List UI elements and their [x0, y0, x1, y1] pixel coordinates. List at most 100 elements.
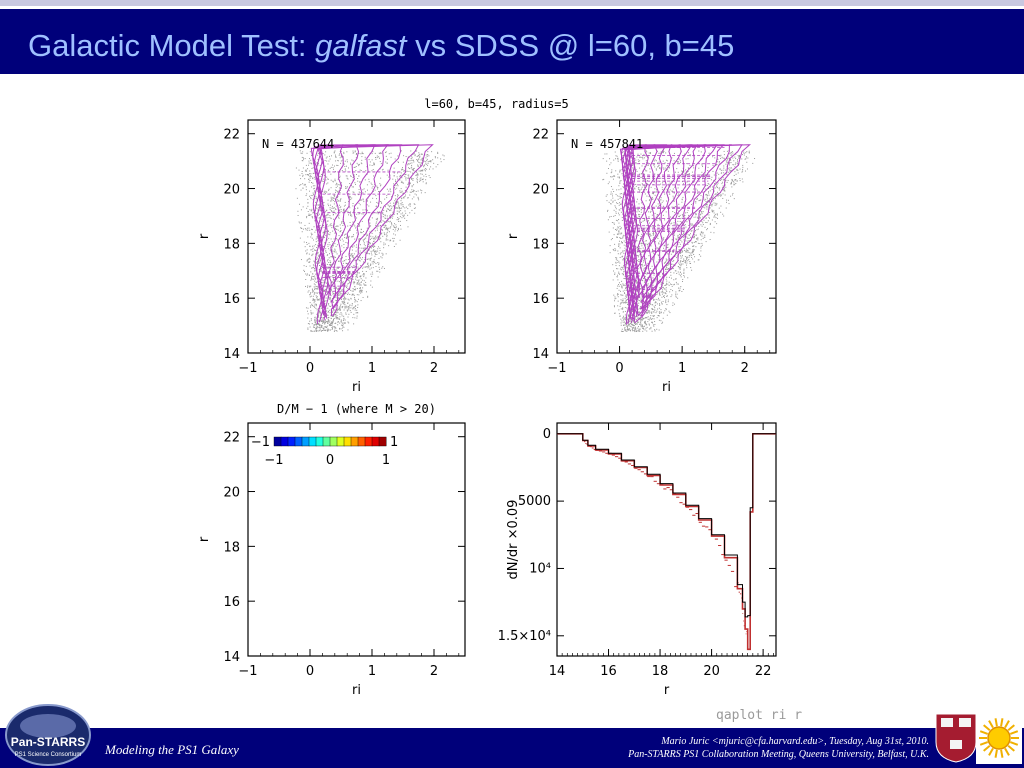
scatter-point	[620, 197, 622, 199]
scatter-point	[669, 186, 671, 188]
scatter-point	[386, 158, 388, 160]
scatter-point	[636, 269, 638, 271]
scatter-point	[339, 294, 341, 296]
scatter-point	[659, 246, 661, 248]
scatter-point	[309, 180, 311, 182]
scatter-point	[370, 263, 372, 265]
scatter-point	[324, 154, 326, 156]
scatter-point	[299, 237, 301, 239]
scatter-point	[325, 308, 327, 310]
scatter-point	[666, 165, 668, 167]
scatter-point	[359, 257, 361, 259]
scatter-point	[323, 328, 325, 330]
scatter-point	[667, 165, 669, 167]
scatter-point	[649, 317, 651, 319]
scatter-point	[718, 177, 720, 179]
scatter-point	[333, 292, 335, 294]
scatter-point	[355, 305, 357, 307]
scatter-point	[339, 207, 341, 209]
scatter-point	[392, 228, 394, 230]
scatter-point	[358, 163, 360, 165]
scatter-point	[336, 225, 338, 227]
scatter-point	[701, 211, 703, 213]
scatter-point	[309, 229, 311, 231]
scatter-point	[670, 176, 672, 178]
scatter-point	[620, 299, 622, 301]
scatter-point	[356, 283, 358, 285]
scatter-point	[413, 207, 415, 209]
scatter-point	[686, 256, 688, 258]
scatter-point	[625, 249, 627, 251]
scatter-point	[636, 279, 638, 281]
scatter-point	[677, 259, 679, 261]
scatter-point	[309, 175, 311, 177]
scatter-point	[325, 157, 327, 159]
scatter-point	[706, 229, 708, 231]
scatter-point	[393, 167, 395, 169]
scatter-point	[318, 217, 320, 219]
scatter-point	[383, 226, 385, 228]
scatter-point	[323, 201, 325, 203]
scatter-point	[326, 263, 328, 265]
scatter-point	[320, 282, 322, 284]
scatter-point	[301, 156, 303, 158]
scatter-point	[723, 179, 725, 181]
scatter-point	[318, 310, 320, 312]
scatter-point	[654, 309, 656, 311]
scatter-point	[359, 181, 361, 183]
scatter-point	[703, 206, 705, 208]
scatter-point	[358, 294, 360, 296]
scatter-point	[676, 161, 678, 163]
scatter-point	[336, 244, 338, 246]
scatter-point	[654, 212, 656, 214]
scatter-point	[343, 284, 345, 286]
scatter-point	[666, 246, 668, 248]
scatter-point	[612, 200, 614, 202]
scatter-point	[413, 153, 415, 155]
scatter-point	[395, 207, 397, 209]
scatter-point	[713, 202, 715, 204]
scatter-point	[617, 293, 619, 295]
scatter-point	[730, 170, 732, 172]
scatter-point	[389, 189, 391, 191]
scatter-point	[313, 260, 315, 262]
scatter-point	[706, 184, 708, 186]
scatter-point	[742, 181, 744, 183]
scatter-point	[356, 270, 358, 272]
scatter-point	[690, 230, 692, 232]
scatter-point	[318, 292, 320, 294]
scatter-point	[746, 161, 748, 163]
scatter-point	[412, 191, 414, 193]
scatter-point	[335, 316, 337, 318]
scatter-point	[730, 154, 732, 156]
scatter-point	[650, 235, 652, 237]
scatter-point	[731, 151, 733, 153]
scatter-point	[312, 312, 314, 314]
scatter-point	[731, 178, 733, 180]
scatter-point	[624, 322, 626, 324]
scatter-point	[313, 283, 315, 285]
scatter-point	[645, 178, 647, 180]
scatter-point	[369, 164, 371, 166]
scatter-point	[353, 210, 355, 212]
scatter-point	[613, 209, 615, 211]
scatter-point	[654, 329, 656, 331]
scatter-point	[303, 184, 305, 186]
scatter-point	[661, 186, 663, 188]
scatter-point	[302, 157, 304, 159]
scatter-point	[306, 274, 308, 276]
scatter-point	[340, 328, 342, 330]
scatter-point	[619, 305, 621, 307]
scatter-point	[357, 177, 359, 179]
scatter-point	[311, 288, 313, 290]
scatter-point	[339, 209, 341, 211]
scatter-point	[353, 234, 355, 236]
scatter-point	[645, 327, 647, 329]
scatter-point	[330, 261, 332, 263]
scatter-point	[671, 233, 673, 235]
scatter-point	[710, 179, 712, 181]
scatter-point	[426, 158, 428, 160]
scatter-point	[326, 214, 328, 216]
scatter-point	[702, 233, 704, 235]
scatter-point	[679, 243, 681, 245]
